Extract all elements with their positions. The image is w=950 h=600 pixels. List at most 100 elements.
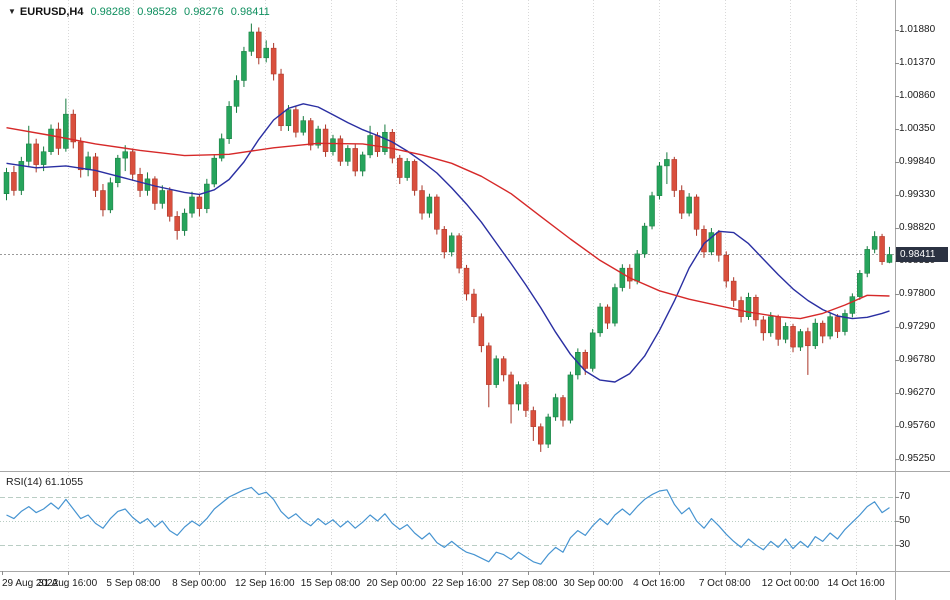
rsi-line [6, 486, 890, 565]
candle [738, 300, 744, 317]
candle [486, 345, 492, 385]
candle [537, 426, 544, 445]
candle [278, 73, 284, 127]
symbol-timeframe-label: EURUSD,H4 [19, 6, 84, 18]
candle [77, 141, 84, 171]
candle [181, 212, 188, 231]
time-axis-label: 12 Oct 00:00 [761, 578, 820, 589]
candle [693, 196, 700, 230]
candle [3, 172, 10, 194]
candle [33, 143, 39, 165]
candle [567, 374, 574, 421]
candle [122, 151, 128, 159]
price-axis-label: 0.99330 [899, 189, 936, 201]
candle [55, 128, 62, 149]
candle [285, 109, 292, 127]
time-axis-label: 12 Sep 16:00 [235, 578, 295, 589]
candle [322, 128, 329, 152]
candle [70, 113, 77, 143]
candle [775, 316, 781, 340]
candle [463, 267, 470, 295]
candle [382, 132, 388, 152]
candle [315, 128, 321, 146]
candle [545, 416, 551, 445]
candle [797, 331, 804, 348]
price-axis-label: 0.95250 [899, 453, 936, 465]
candle [760, 319, 767, 334]
candle [211, 157, 218, 185]
quote-low-value: 0.98276 [184, 6, 224, 18]
candle [204, 183, 210, 209]
candle [493, 358, 499, 385]
price-axis-label: 1.01370 [899, 57, 936, 69]
time-axis-label: 4 Oct 16:00 [633, 578, 685, 589]
time-axis-label: 8 Sep 00:00 [172, 578, 227, 589]
time-axis-label: 29 Aug 2022 [2, 578, 59, 589]
candle [678, 190, 685, 214]
candle [827, 316, 833, 337]
candle [671, 159, 678, 191]
moving-average-red-line [6, 127, 890, 320]
candle [708, 232, 715, 253]
candle [419, 190, 425, 214]
candle [589, 332, 596, 369]
candle [233, 80, 240, 107]
candle [604, 306, 611, 324]
price-axis-label: 0.95760 [899, 420, 936, 432]
candle [166, 190, 173, 217]
candle [441, 229, 448, 253]
candle [634, 253, 640, 282]
time-axis-label: 22 Sep 16:00 [432, 578, 492, 589]
candle [256, 31, 262, 59]
candle [330, 138, 336, 152]
candle [871, 236, 878, 250]
time-axis-label: 7 Oct 08:00 [698, 578, 751, 589]
candle [619, 267, 626, 288]
candle [500, 358, 507, 376]
candle [248, 31, 255, 52]
candle [293, 109, 299, 133]
candle [196, 196, 203, 209]
candle [649, 195, 655, 227]
candle [753, 297, 759, 321]
candle [92, 156, 99, 191]
candle [100, 190, 106, 211]
candle [159, 190, 166, 204]
candle [174, 216, 180, 231]
candle [656, 165, 663, 196]
candle [612, 287, 618, 324]
candle [456, 235, 462, 269]
candle [849, 296, 856, 314]
candle [397, 157, 403, 178]
time-axis-label: 30 Sep 00:00 [563, 578, 624, 589]
price-axis-label: 1.01880 [899, 24, 936, 36]
candle [805, 331, 811, 347]
candle [886, 254, 893, 263]
candle [879, 236, 885, 262]
candle [560, 397, 566, 421]
price-axis-label: 0.96270 [899, 387, 936, 399]
candle [716, 232, 722, 256]
candle [790, 326, 796, 348]
candle [582, 352, 589, 369]
candle [345, 148, 351, 162]
time-axis-label: 5 Sep 08:00 [106, 578, 161, 589]
candle [263, 47, 269, 59]
quote-high-value: 0.98528 [137, 6, 178, 18]
time-axis-label: 14 Oct 16:00 [827, 578, 885, 589]
rsi-level-label: 70 [899, 490, 911, 502]
candle [152, 178, 158, 204]
candle [63, 113, 69, 149]
price-axis-label: 1.00350 [899, 123, 936, 135]
candle [664, 159, 670, 167]
candle [857, 273, 863, 297]
symbol-dropdown-marker-icon[interactable]: ▼ [8, 7, 16, 16]
candle [129, 151, 136, 175]
candle [270, 47, 277, 75]
quote-open-value: 0.98288 [90, 6, 131, 18]
candle [389, 132, 396, 159]
candle [374, 135, 381, 152]
price-axis-label: 1.00860 [899, 90, 936, 102]
